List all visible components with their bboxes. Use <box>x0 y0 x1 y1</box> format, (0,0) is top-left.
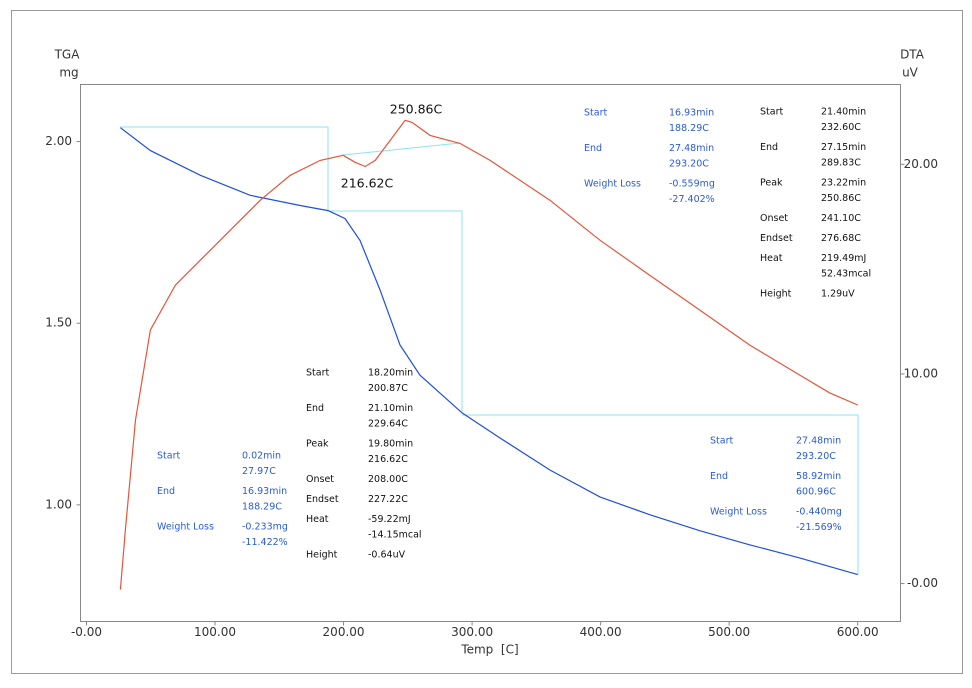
x-tick-label: 400.00 <box>580 625 622 639</box>
y-unit: mg <box>59 66 78 80</box>
annotation-value: 27.48min <box>796 436 841 447</box>
annotation-value: 229.64C <box>368 419 408 430</box>
x-tick-label: -0.00 <box>71 625 102 639</box>
annotation-label: Start <box>306 368 329 379</box>
annotation-value: 188.29C <box>242 502 282 513</box>
annotation-value: 600.96C <box>796 487 836 498</box>
annotation-value: 188.29C <box>669 123 709 134</box>
annotation-value: 276.68C <box>821 233 861 244</box>
annotation-label: Weight Loss <box>157 522 214 533</box>
annotation-value: 16.93min <box>242 486 287 497</box>
outer-border <box>11 10 963 674</box>
annotation-value: 52.43mcal <box>821 269 871 280</box>
x-tick-label: 600.00 <box>837 625 879 639</box>
annotation-value: 18.20min <box>368 368 413 379</box>
annotation-value: 27.48min <box>669 143 714 154</box>
y-tick-label: 1.00 <box>45 497 72 511</box>
step-line <box>328 210 463 413</box>
annotation-label: Start <box>710 436 733 447</box>
annotation-value: -14.15mcal <box>368 530 422 541</box>
x-tick-label: 300.00 <box>451 625 493 639</box>
annotation-value: -0.559mg <box>669 179 715 190</box>
annotation-label: Heat <box>760 253 783 264</box>
data-line <box>119 119 858 590</box>
annotation-label: Heat <box>306 514 329 525</box>
x-tick-label: 100.00 <box>194 625 236 639</box>
annotation-label: End <box>584 143 602 154</box>
annotation-value: 21.10min <box>368 403 413 414</box>
annotation-value: 250.86C <box>821 193 861 204</box>
annotation-value: 200.87C <box>368 383 408 394</box>
annotation-label: Onset <box>760 213 788 224</box>
annotation-value: 27.97C <box>242 466 276 477</box>
annotation-value: 232.60C <box>821 122 861 133</box>
annotation-value: 27.15min <box>821 142 866 153</box>
annotation-value: 293.20C <box>796 451 836 462</box>
annotation-value: 216.62C <box>368 454 408 465</box>
dta-baseline <box>342 142 461 156</box>
x-tick-label: 200.00 <box>323 625 365 639</box>
annotation-label: Start <box>584 108 607 119</box>
annotation-value: 16.93min <box>669 108 714 119</box>
annotation-value: 289.83C <box>821 158 861 169</box>
annotation-label: Weight Loss <box>584 179 641 190</box>
annotation-value: -0.233mg <box>242 522 288 533</box>
annotation-value: 293.20C <box>669 159 709 170</box>
annotation-value: -0.64uV <box>368 550 406 561</box>
annotation-value: -0.440mg <box>796 507 842 518</box>
y2-tick-label: 10.00 <box>904 366 938 380</box>
annotation-label: Height <box>306 550 338 561</box>
annotation-value: 208.00C <box>368 474 408 485</box>
y-tick-label: 1.50 <box>45 316 72 330</box>
annotation-value: 21.40min <box>821 107 866 118</box>
peak-label: 216.62C <box>341 176 394 191</box>
y2-tick-label: 20.00 <box>904 157 938 171</box>
annotation-label: Peak <box>760 178 783 189</box>
x-tick-label: 500.00 <box>708 625 750 639</box>
annotation-label: Endset <box>306 494 339 505</box>
step-line <box>462 414 859 575</box>
analysis-lines <box>120 126 859 575</box>
annotation-label: Start <box>760 107 783 118</box>
annotation-label: Height <box>760 289 792 300</box>
annotation-label: Start <box>157 451 180 462</box>
annotation-label: End <box>710 471 728 482</box>
annotation-label: Weight Loss <box>710 507 767 518</box>
annotation-value: 23.22min <box>821 178 866 189</box>
data-line <box>120 127 858 576</box>
y2-unit: uV <box>902 66 919 80</box>
annotation-value: 219.49mJ <box>821 253 866 264</box>
annotation-label: Onset <box>306 474 334 485</box>
x-label: Temp [C] <box>460 643 518 657</box>
annotation-label: End <box>157 486 175 497</box>
y-label: TGA <box>54 48 81 62</box>
annotation-value: 1.29uV <box>821 289 855 300</box>
peak-label: 250.86C <box>390 102 443 117</box>
annotation-value: 227.22C <box>368 494 408 505</box>
annotation-label: Peak <box>306 439 329 450</box>
annotation-value: -21.569% <box>796 522 842 533</box>
y2-tick-label: -0.00 <box>907 576 938 590</box>
y2-label: DTA <box>900 48 925 62</box>
y-tick-label: 2.00 <box>45 134 72 148</box>
annotation-value: 241.10C <box>821 213 861 224</box>
plot-frame <box>80 84 901 622</box>
annotation-value: -27.402% <box>669 194 715 205</box>
annotation-label: End <box>760 142 778 153</box>
annotation-label: Endset <box>760 233 793 244</box>
annotation-value: 58.92min <box>796 471 841 482</box>
step-line <box>120 126 329 210</box>
annotation-value: 0.02min <box>242 451 281 462</box>
annotation-value: -59.22mJ <box>368 514 411 525</box>
annotation-value: 19.80min <box>368 439 413 450</box>
annotation-value: -11.422% <box>242 537 288 548</box>
annotation-label: End <box>306 403 324 414</box>
